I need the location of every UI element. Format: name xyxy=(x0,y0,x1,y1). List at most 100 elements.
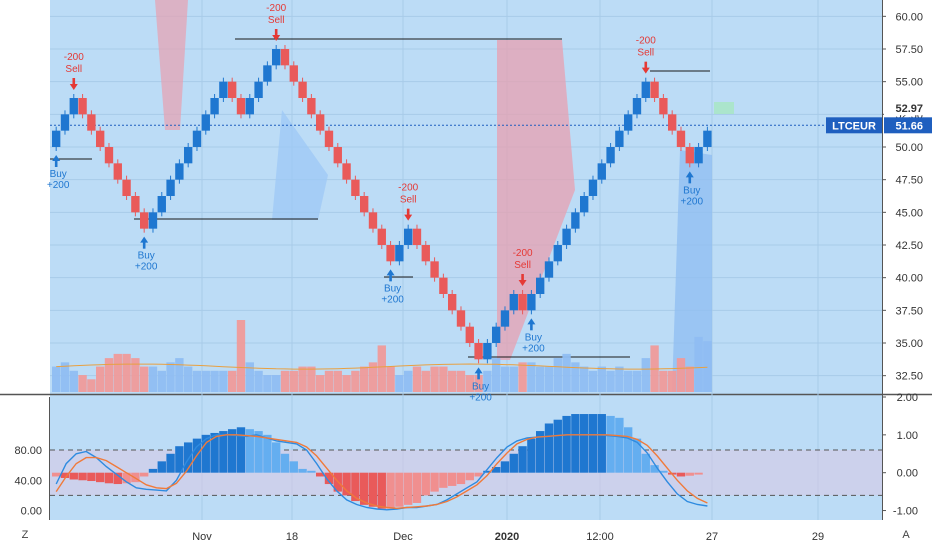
buy-signal-label: Buy xyxy=(138,251,155,262)
renko-brick xyxy=(69,98,78,115)
renko-brick xyxy=(553,245,562,262)
volume-bar xyxy=(254,370,263,392)
renko-brick xyxy=(386,245,395,262)
renko-brick xyxy=(676,130,686,147)
histogram-bar xyxy=(474,472,483,477)
histogram-bar xyxy=(351,472,360,502)
volume-bar xyxy=(492,358,501,392)
volume-bar xyxy=(474,375,483,392)
renko-brick xyxy=(289,65,298,82)
histogram-bar xyxy=(562,415,571,473)
renko-brick xyxy=(280,49,290,66)
histogram-bar xyxy=(184,442,193,473)
price-tick-label: 50.00 xyxy=(895,142,923,154)
renko-brick xyxy=(474,343,483,360)
time-axis-label: 18 xyxy=(286,531,298,543)
volume-bar xyxy=(368,362,378,392)
renko-brick xyxy=(96,130,105,147)
price-tick-label: 35.00 xyxy=(895,338,923,350)
log-scale-button[interactable]: Z xyxy=(22,529,29,541)
volume-bar xyxy=(624,370,633,392)
histogram-bar xyxy=(439,472,448,488)
renko-brick xyxy=(60,114,70,131)
volume-bar xyxy=(430,366,439,392)
renko-brick xyxy=(439,277,448,294)
stochastic-d-line xyxy=(55,434,708,510)
oscillator-left-tick-label: 0.00 xyxy=(21,506,42,518)
volume-bar xyxy=(307,366,316,392)
histogram-bar xyxy=(219,431,228,473)
volume-bar xyxy=(676,358,686,392)
histogram-bar xyxy=(228,429,237,473)
histogram-bar xyxy=(421,472,430,496)
histogram-bar xyxy=(280,453,290,473)
histogram-bar xyxy=(254,431,263,473)
histogram-bar xyxy=(448,472,457,486)
renko-brick xyxy=(245,98,254,115)
sell-signal-label: -200 xyxy=(513,248,533,259)
renko-brick xyxy=(298,81,307,98)
histogram-bar xyxy=(263,434,272,473)
volume-bar xyxy=(571,362,580,392)
histogram-bar xyxy=(430,472,439,492)
renko-brick xyxy=(131,196,140,213)
histogram-bar xyxy=(236,427,246,473)
volume-bar xyxy=(104,358,114,392)
time-axis-label: Nov xyxy=(192,531,212,543)
renko-brick xyxy=(465,326,474,343)
renko-brick xyxy=(192,130,202,147)
renko-brick xyxy=(184,147,193,164)
volume-bar xyxy=(263,375,272,392)
volume-bar xyxy=(580,366,589,392)
renko-brick xyxy=(492,326,501,343)
renko-brick xyxy=(483,343,492,360)
histogram-bar xyxy=(52,472,61,477)
renko-brick xyxy=(404,228,413,245)
oscillator-right-tick-label: 2.00 xyxy=(897,392,918,404)
buy-zone-shade xyxy=(672,150,712,392)
renko-brick xyxy=(500,310,510,327)
oscillator-right-tick-label: 1.00 xyxy=(897,430,918,442)
buy-arrow-icon xyxy=(474,367,483,374)
price-tick-label: 40.00 xyxy=(895,273,923,285)
auto-scale-button[interactable]: A xyxy=(902,529,910,541)
renko-brick xyxy=(448,294,457,311)
price-axis-panel xyxy=(882,0,932,550)
histogram-bar xyxy=(368,472,378,507)
renko-brick xyxy=(527,294,536,311)
volume-bar xyxy=(140,366,149,392)
volume-bar xyxy=(148,366,158,392)
time-axis-label: Dec xyxy=(393,531,413,543)
histogram-bar xyxy=(597,414,606,473)
renko-brick xyxy=(360,196,369,213)
left-axis-panel xyxy=(0,0,50,550)
volume-bar xyxy=(632,370,642,392)
oscillator-right-tick-label: 0.00 xyxy=(897,468,918,480)
oscillator-left-tick-label: 80.00 xyxy=(14,445,42,457)
histogram-bar xyxy=(632,438,642,473)
buy-signal-label: +200 xyxy=(135,262,158,273)
histogram-bar xyxy=(377,472,386,509)
renko-brick xyxy=(659,98,668,115)
price-tick-label: 32.50 xyxy=(895,371,923,383)
renko-brick xyxy=(324,130,334,147)
renko-brick xyxy=(87,114,96,131)
volume-bar xyxy=(456,370,466,392)
renko-brick xyxy=(272,49,281,66)
histogram-bar xyxy=(104,472,114,484)
sell-arrow-shaft xyxy=(521,274,524,281)
buy-signal-label: +200 xyxy=(522,343,545,354)
buy-arrow-shaft xyxy=(389,274,392,282)
renko-brick xyxy=(263,65,272,82)
volume-bar xyxy=(668,370,677,392)
volume-bar xyxy=(69,370,78,392)
time-axis-label: 29 xyxy=(812,531,824,543)
renko-brick xyxy=(562,228,571,245)
renko-brick xyxy=(52,130,61,147)
volume-bar xyxy=(201,370,210,392)
time-axis-label: 12:00 xyxy=(586,531,614,543)
volume-bar xyxy=(588,370,598,392)
histogram-bar xyxy=(404,472,413,505)
volume-average-line xyxy=(56,363,708,370)
